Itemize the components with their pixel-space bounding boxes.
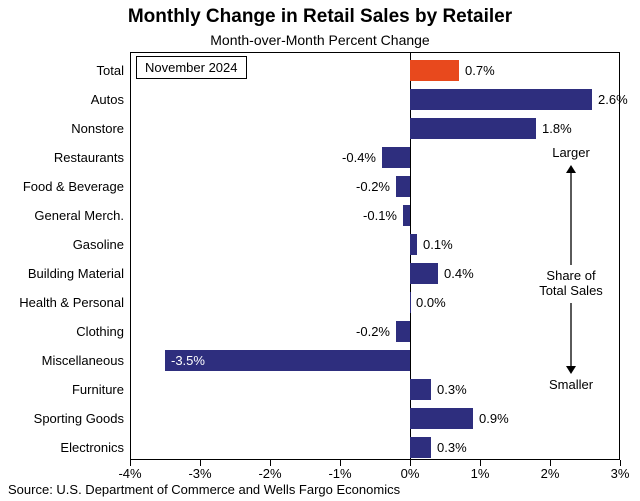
value-label: -3.5% — [171, 353, 205, 368]
category-label: Sporting Goods — [0, 411, 124, 426]
annotation-share: Share ofTotal Sales — [539, 269, 603, 299]
value-label: 2.6% — [598, 92, 628, 107]
bar — [410, 234, 417, 255]
category-label: Electronics — [0, 440, 124, 455]
chart-container: Monthly Change in Retail Sales by Retail… — [0, 0, 640, 501]
value-label: 0.7% — [465, 63, 495, 78]
bar — [410, 118, 536, 139]
x-tick-label: -1% — [328, 466, 351, 481]
category-label: Furniture — [0, 382, 124, 397]
category-label: Building Material — [0, 266, 124, 281]
bar — [396, 321, 410, 342]
arrow-down-icon — [563, 303, 579, 374]
bar — [410, 437, 431, 458]
plot-frame — [130, 52, 620, 460]
annotation-smaller: Smaller — [549, 378, 593, 393]
bar — [396, 176, 410, 197]
bar — [382, 147, 410, 168]
category-label: Miscellaneous — [0, 353, 124, 368]
category-label: Autos — [0, 92, 124, 107]
value-label: 0.4% — [444, 266, 474, 281]
source-text: Source: U.S. Department of Commerce and … — [8, 482, 400, 497]
value-label: -0.2% — [356, 179, 390, 194]
value-label: 0.3% — [437, 382, 467, 397]
x-tick-label: 1% — [471, 466, 490, 481]
value-label: -0.4% — [342, 150, 376, 165]
annotation-larger: Larger — [552, 146, 590, 161]
value-label: 0.3% — [437, 440, 467, 455]
x-tick-label: -2% — [258, 466, 281, 481]
value-label: -0.1% — [363, 208, 397, 223]
value-label: 0.0% — [416, 295, 446, 310]
x-tick-label: -3% — [188, 466, 211, 481]
value-label: 0.9% — [479, 411, 509, 426]
value-label: -0.2% — [356, 324, 390, 339]
bar — [410, 408, 473, 429]
x-tick-label: 0% — [401, 466, 420, 481]
bar — [410, 379, 431, 400]
chart-subtitle: Month-over-Month Percent Change — [0, 32, 640, 48]
x-tick-label: 2% — [541, 466, 560, 481]
bar — [403, 205, 410, 226]
category-label: Restaurants — [0, 150, 124, 165]
arrow-up-icon — [563, 165, 579, 265]
category-label: General Merch. — [0, 208, 124, 223]
value-label: 0.1% — [423, 237, 453, 252]
plot-area: -4%-3%-2%-1%0%1%2%3%Total0.7%Autos2.6%No… — [130, 52, 620, 460]
bar — [410, 263, 438, 284]
x-tick-label: -4% — [118, 466, 141, 481]
category-label: Clothing — [0, 324, 124, 339]
bar-total — [410, 60, 459, 81]
chart-title: Monthly Change in Retail Sales by Retail… — [0, 6, 640, 28]
category-label: Food & Beverage — [0, 179, 124, 194]
category-label: Gasoline — [0, 237, 124, 252]
category-label: Health & Personal — [0, 295, 124, 310]
bar — [410, 89, 592, 110]
category-label: Total — [0, 63, 124, 78]
value-label: 1.8% — [542, 121, 572, 136]
bar — [410, 292, 411, 313]
x-tick-label: 3% — [611, 466, 630, 481]
category-label: Nonstore — [0, 121, 124, 136]
